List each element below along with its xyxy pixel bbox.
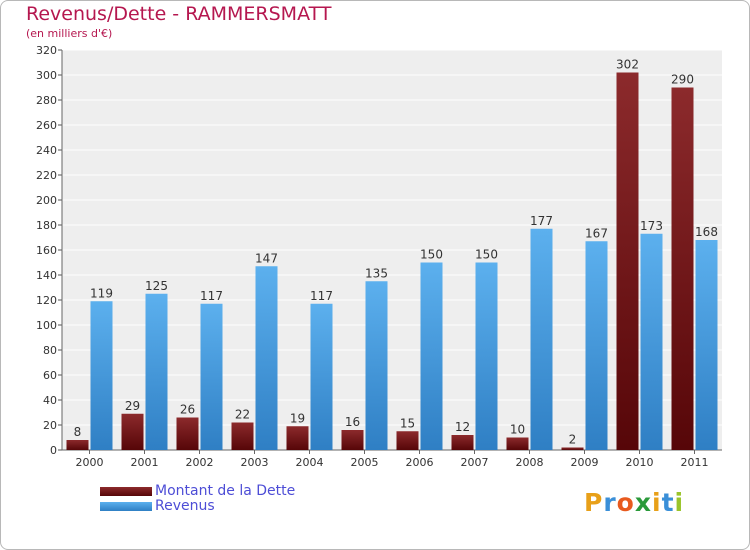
x-tick-label: 2001 [131,456,159,469]
legend-swatch-revenus [100,502,152,511]
data-label-revenus: 167 [585,226,608,240]
bar-revenus [90,301,113,450]
data-label-revenus: 168 [695,225,718,239]
bar-revenus [200,303,223,450]
logo-letter: i [674,488,685,517]
data-label-dette: 10 [510,423,525,437]
bar-revenus [145,293,168,450]
logo-letter: t [661,488,675,517]
legend-label-revenus: Revenus [155,498,215,514]
data-label-revenus: 147 [255,251,278,265]
x-tick-label: 2006 [406,456,434,469]
bar-revenus [585,241,608,450]
bar-dette [561,447,584,450]
data-label-dette: 15 [400,416,415,430]
data-label-dette: 16 [345,415,360,429]
data-label-dette: 22 [235,408,250,422]
legend-swatch-dette [100,487,152,496]
logo-letter: P [584,488,604,517]
data-label-dette: 290 [671,73,694,87]
y-tick-label: 20 [43,419,57,432]
data-label-dette: 302 [616,58,639,72]
y-tick-label: 240 [36,144,57,157]
bar-revenus [365,281,388,450]
data-label-dette: 8 [74,425,82,439]
y-tick-label: 60 [43,369,57,382]
bar-revenus [530,228,553,450]
data-label-revenus: 125 [145,279,168,293]
x-tick-label: 2009 [571,456,599,469]
y-tick-label: 140 [36,269,57,282]
bar-dette [231,422,254,450]
y-tick-label: 220 [36,169,57,182]
x-tick-label: 2003 [241,456,269,469]
bar-revenus [310,303,333,450]
bar-dette [671,87,694,450]
data-label-revenus: 173 [640,219,663,233]
x-tick-label: 2002 [186,456,214,469]
bar-dette [506,437,529,450]
y-tick-label: 320 [36,44,57,57]
y-tick-label: 300 [36,69,57,82]
logo-letter: r [603,488,617,517]
y-tick-label: 40 [43,394,57,407]
chart-subtitle: (en milliers d'€) [26,27,113,40]
y-tick-label: 200 [36,194,57,207]
logo-letter: i [652,488,662,517]
y-tick-label: 280 [36,94,57,107]
data-label-revenus: 150 [475,248,498,262]
legend-label-dette: Montant de la Dette [155,483,296,499]
bar-revenus [255,266,278,450]
bar-revenus [640,233,663,450]
bar-dette [176,417,199,450]
data-label-dette: 2 [569,433,577,447]
data-label-revenus: 117 [310,289,333,303]
x-tick-label: 2010 [626,456,654,469]
bar-dette [451,435,474,450]
data-label-dette: 29 [125,399,140,413]
data-label-dette: 26 [180,403,195,417]
bar-dette [396,431,419,450]
data-label-revenus: 135 [365,266,388,280]
data-label-revenus: 150 [420,248,443,262]
data-label-revenus: 177 [530,214,553,228]
x-tick-label: 2011 [681,456,709,469]
bar-revenus [695,240,718,450]
x-tick-label: 2005 [351,456,379,469]
data-label-dette: 19 [290,411,305,425]
logo-letter: x [634,488,652,517]
y-tick-label: 120 [36,294,57,307]
y-tick-label: 180 [36,219,57,232]
chart-title: Revenus/Dette - RAMMERSMATT [26,3,332,25]
bar-dette [616,72,639,450]
y-tick-label: 100 [36,319,57,332]
data-label-revenus: 119 [90,286,113,300]
y-tick-label: 260 [36,119,57,132]
x-tick-label: 2004 [296,456,324,469]
y-tick-label: 80 [43,344,57,357]
x-tick-label: 2008 [516,456,544,469]
logo-letter: o [616,488,635,517]
bar-dette [121,413,144,450]
x-tick-label: 2000 [76,456,104,469]
bar-dette [66,440,89,450]
data-label-revenus: 117 [200,289,223,303]
proxiti-logo: Proxiti [584,488,684,517]
data-label-dette: 12 [455,420,470,434]
y-tick-label: 0 [50,444,57,457]
y-tick-label: 160 [36,244,57,257]
bar-dette [341,430,364,450]
x-tick-label: 2007 [461,456,489,469]
bar-revenus [475,262,498,450]
bar-revenus [420,262,443,450]
bar-dette [286,426,309,450]
